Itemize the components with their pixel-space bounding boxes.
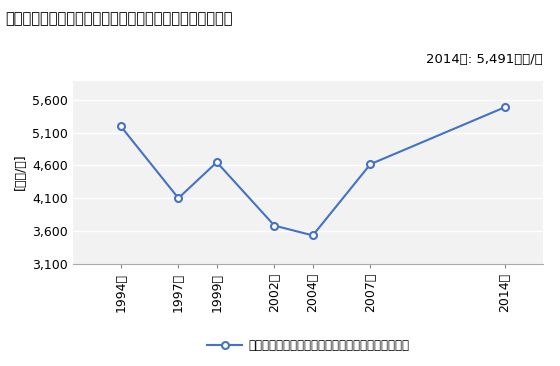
Text: 2014年: 5,491万円/人: 2014年: 5,491万円/人 [427, 53, 543, 66]
各種商品卸売業の従業者一人当たり年間商品販売額 [271, 223, 278, 228]
各種商品卸売業の従業者一人当たり年間商品販売額 [213, 160, 220, 164]
Text: 各種商品卸売業の従業者一人当たり年間商品販売額の推移: 各種商品卸売業の従業者一人当たり年間商品販売額の推移 [6, 11, 233, 26]
Y-axis label: [万円/人]: [万円/人] [13, 154, 26, 190]
各種商品卸売業の従業者一人当たり年間商品販売額 [367, 162, 374, 167]
Line: 各種商品卸売業の従業者一人当たり年間商品販売額: 各種商品卸売業の従業者一人当たり年間商品販売額 [118, 104, 508, 239]
各種商品卸売業の従業者一人当たり年間商品販売額 [310, 233, 316, 238]
Legend: 各種商品卸売業の従業者一人当たり年間商品販売額: 各種商品卸売業の従業者一人当たり年間商品販売額 [207, 339, 409, 352]
各種商品卸売業の従業者一人当たり年間商品販売額 [501, 105, 508, 109]
各種商品卸売業の従業者一人当たり年間商品販売額 [118, 124, 124, 128]
各種商品卸売業の従業者一人当たり年間商品販売額 [175, 196, 182, 200]
